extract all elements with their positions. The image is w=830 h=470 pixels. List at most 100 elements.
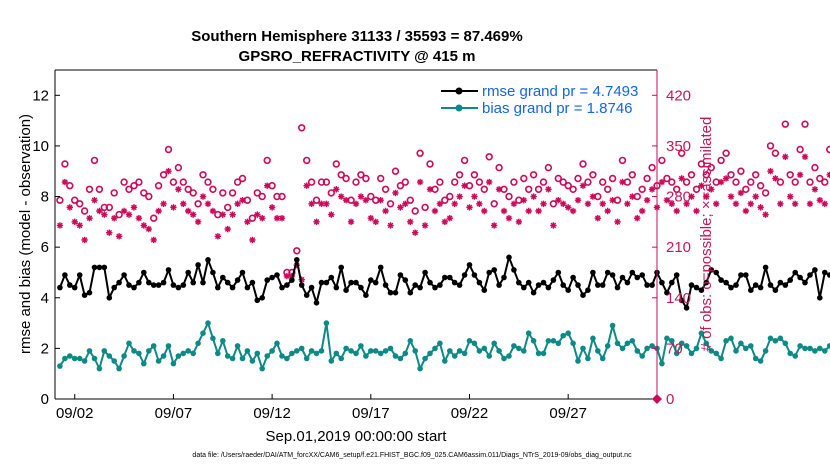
- rmse-point: [392, 289, 399, 296]
- rmse-point: [333, 284, 340, 291]
- bias-point: [101, 348, 108, 354]
- assimilated-obs-point: [811, 186, 819, 193]
- possible-obs-point: [495, 163, 503, 172]
- assimilated-obs-point: [101, 211, 108, 218]
- assimilated-obs-point: [757, 204, 764, 211]
- bias-point: [787, 350, 793, 357]
- possible-obs-point: [317, 178, 326, 186]
- assimilated-obs-point: [456, 193, 463, 200]
- possible-obs-point: [811, 163, 819, 172]
- possible-obs-point: [737, 167, 745, 175]
- possible-obs-point: [455, 171, 464, 179]
- rmse-point: [372, 279, 379, 286]
- bias-point: [797, 343, 803, 349]
- plot-area: [55, 70, 657, 399]
- possible-obs-point: [549, 200, 558, 208]
- left-tick-label: 10: [32, 138, 49, 155]
- assimilated-obs-point: [283, 272, 291, 280]
- bias-point: [456, 348, 463, 354]
- bias-point: [451, 353, 458, 359]
- assimilated-obs-point: [352, 200, 360, 207]
- rmse-point: [595, 282, 601, 288]
- assimilated-obs-point: [328, 211, 335, 218]
- rmse-point: [67, 282, 73, 288]
- bias-point: [669, 338, 675, 344]
- bias-point: [609, 322, 616, 329]
- x-tick-label: 09/22: [451, 405, 489, 422]
- assimilated-obs-point: [155, 207, 162, 215]
- assimilated-obs-point: [693, 207, 700, 215]
- assimilated-obs-point: [638, 207, 646, 215]
- bias-point: [126, 340, 132, 347]
- possible-obs-point: [672, 185, 681, 194]
- rmse-point: [762, 264, 769, 271]
- bias-point: [175, 353, 182, 359]
- possible-obs-point: [95, 185, 104, 194]
- rmse-point: [387, 289, 394, 296]
- possible-obs-point: [485, 153, 493, 161]
- assimilated-obs-point: [634, 215, 641, 222]
- rmse-point: [604, 269, 611, 276]
- possible-obs-point: [776, 178, 785, 186]
- bias-point: [703, 340, 710, 347]
- possible-obs-point: [80, 207, 89, 215]
- rmse-point: [353, 279, 359, 286]
- rmse-point: [343, 287, 349, 294]
- bias-point: [767, 335, 774, 342]
- bias-point: [96, 365, 103, 372]
- bias-point: [62, 355, 68, 362]
- assimilated-obs-point: [564, 204, 572, 211]
- bias-point: [106, 353, 113, 359]
- bias-point: [170, 360, 177, 367]
- possible-obs-point: [100, 203, 109, 212]
- possible-obs-point: [643, 174, 651, 183]
- assimilated-obs-point: [599, 200, 606, 207]
- rmse-point: [723, 279, 729, 286]
- rmse-point: [170, 282, 177, 288]
- bias-point: [224, 353, 231, 359]
- bias-point: [274, 340, 280, 347]
- possible-obs-point: [209, 185, 217, 194]
- bias-point: [368, 348, 374, 354]
- assimilated-obs-point: [362, 196, 370, 204]
- rmse-point: [545, 284, 552, 291]
- rmse-point: [442, 274, 448, 281]
- possible-obs-point: [352, 178, 360, 186]
- possible-obs-point: [401, 178, 409, 186]
- bias-point: [269, 348, 275, 354]
- rmse-point: [659, 279, 665, 286]
- possible-obs-point: [663, 174, 671, 183]
- assimilated-obs-point: [81, 236, 88, 244]
- bias-point: [471, 340, 478, 347]
- bias-point: [234, 343, 241, 349]
- assimilated-obs-point: [584, 200, 592, 207]
- assimilated-obs-point: [624, 200, 631, 207]
- assimilated-obs-point: [643, 196, 651, 204]
- possible-obs-point: [278, 192, 286, 201]
- bias-point: [673, 350, 680, 357]
- assimilated-obs-point: [407, 218, 414, 226]
- assimilated-obs-point: [377, 196, 384, 204]
- rmse-point: [461, 272, 468, 278]
- bias-point: [639, 353, 645, 359]
- bias-point: [713, 350, 719, 357]
- assimilated-obs-point: [342, 196, 350, 204]
- bias-point: [308, 348, 315, 354]
- possible-obs-point: [357, 171, 365, 179]
- bias-point: [358, 343, 364, 349]
- possible-obs-point: [687, 171, 696, 179]
- bias-point: [239, 355, 246, 362]
- assimilated-obs-point: [663, 196, 671, 204]
- assimilated-obs-point: [589, 193, 597, 200]
- assimilated-obs-point: [698, 182, 705, 189]
- assimilated-obs-point: [199, 193, 207, 200]
- bias-point: [826, 343, 830, 349]
- right-tick-label: 0: [666, 391, 674, 408]
- rmse-point: [743, 272, 749, 278]
- bias-point: [723, 338, 729, 344]
- possible-obs-point: [682, 178, 691, 186]
- legend: rmse grand pr = 4.7493 bias grand pr = 1…: [441, 83, 638, 117]
- rmse-point: [269, 274, 275, 281]
- possible-obs-point: [574, 174, 582, 183]
- rmse-point: [175, 284, 182, 291]
